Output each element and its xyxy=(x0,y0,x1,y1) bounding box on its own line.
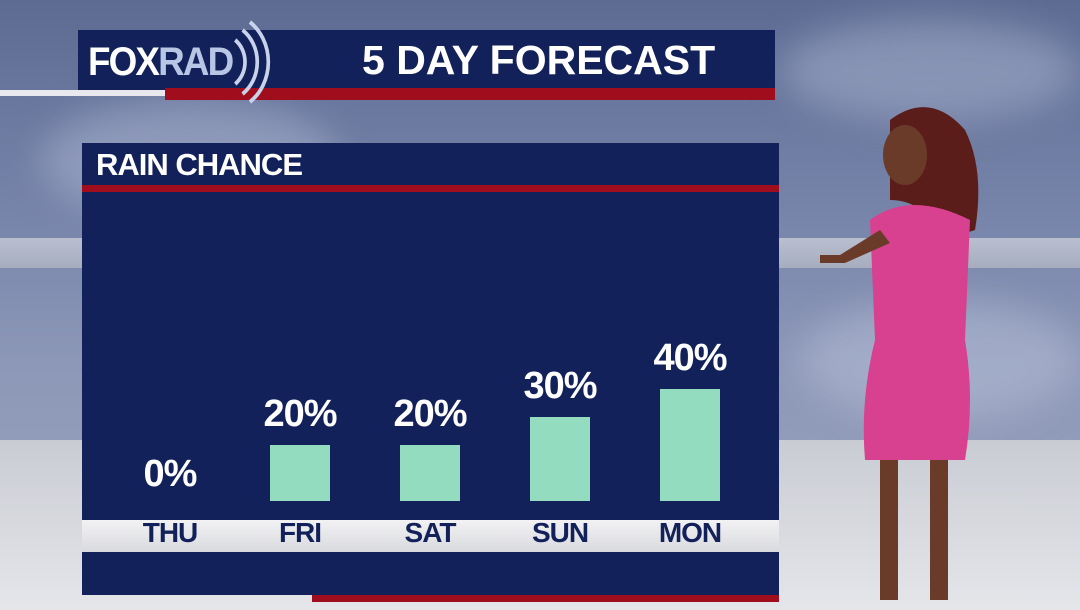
header-red-stripe xyxy=(165,88,775,100)
bar-sat xyxy=(400,445,460,501)
day-label-strip xyxy=(82,520,779,552)
rain-chance-panel: RAIN CHANCE 0% THU 20% FRI 20% SAT 30% SUN 40% MO… xyxy=(82,143,779,595)
radar-waves-icon xyxy=(233,20,271,104)
day-label-sun: SUN xyxy=(531,517,589,548)
value-label-mon: 40% xyxy=(653,337,727,379)
day-label-mon: MON xyxy=(658,517,722,548)
header-bar xyxy=(78,30,775,90)
header-white-stripe xyxy=(0,90,165,96)
bar-sun xyxy=(530,417,590,501)
value-label-sat: 20% xyxy=(393,393,467,435)
page-title: 5 DAY FORECAST xyxy=(362,37,716,83)
value-label-thu: 0% xyxy=(143,453,198,495)
bar-fri xyxy=(270,445,330,501)
presenter-figure xyxy=(820,107,979,600)
logo-fox-text: FOX xyxy=(88,39,160,84)
foxrad-logo: FOX RAD xyxy=(88,20,271,104)
day-label-sat: SAT xyxy=(404,517,457,548)
logo-rad-text: RAD xyxy=(158,39,234,84)
value-label-fri: 20% xyxy=(263,393,337,435)
panel-red-stripe xyxy=(82,185,779,192)
bar-mon xyxy=(660,389,720,501)
day-label-thu: THU xyxy=(142,517,199,548)
cloud xyxy=(780,20,1080,120)
day-label-fri: FRI xyxy=(278,517,322,548)
bottom-red-stripe xyxy=(312,595,779,602)
value-label-sun: 30% xyxy=(523,365,597,407)
panel-title: RAIN CHANCE xyxy=(96,147,303,182)
